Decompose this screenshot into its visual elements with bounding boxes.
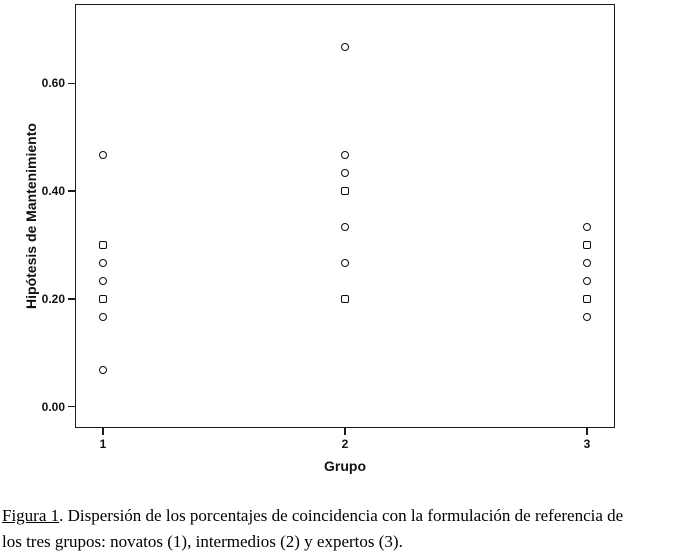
data-point-marker [341,169,349,178]
y-axis-tick-label: 0.60 [41,76,65,91]
data-point-marker [583,294,591,303]
data-point-marker [341,43,349,52]
y-axis-tick-label: 0.40 [41,184,65,199]
figure-caption-line1: . Dispersión de los porcentajes de coinc… [59,506,624,525]
x-axis-tick-mark [586,428,588,435]
data-point-marker [583,240,591,249]
plot-area [75,4,615,428]
data-point-marker [99,277,107,286]
data-point-marker [341,151,349,160]
data-point-marker [583,277,591,286]
y-axis-tick-label: 0.00 [41,399,65,414]
figure-caption-line2: los tres grupos: novatos (1), intermedio… [2,531,403,551]
y-axis-tick-mark [68,405,75,408]
data-point-marker [583,312,591,321]
figure-caption: Figura 1. Dispersión de los porcentajes … [2,503,673,554]
data-point-marker [99,258,107,267]
y-axis-tick-label: 0.20 [41,291,65,306]
data-point-marker [583,258,591,267]
x-axis-tick-label: 2 [341,437,349,451]
x-axis-tick-mark [102,428,104,435]
data-point-marker [99,151,107,160]
data-point-marker [583,223,591,232]
x-axis-label: Grupo [324,458,366,474]
x-axis-tick-label: 3 [583,437,591,451]
x-axis-tick-label: 1 [99,437,107,451]
y-axis-label: Hipótesis de Mantenimiento [23,123,39,309]
y-axis-tick-mark [68,190,75,192]
data-point-marker [99,240,107,249]
data-point-marker [341,187,349,196]
data-point-marker [341,223,349,232]
figure-caption-number: Figura 1 [2,506,60,525]
y-axis-tick-mark [68,82,75,85]
data-point-marker [99,294,107,303]
data-point-marker [99,312,107,321]
data-point-marker [99,366,107,375]
y-axis-tick-mark [68,297,75,300]
data-point-marker [341,258,349,267]
x-axis-tick-mark [344,428,346,435]
data-point-marker [341,294,349,303]
